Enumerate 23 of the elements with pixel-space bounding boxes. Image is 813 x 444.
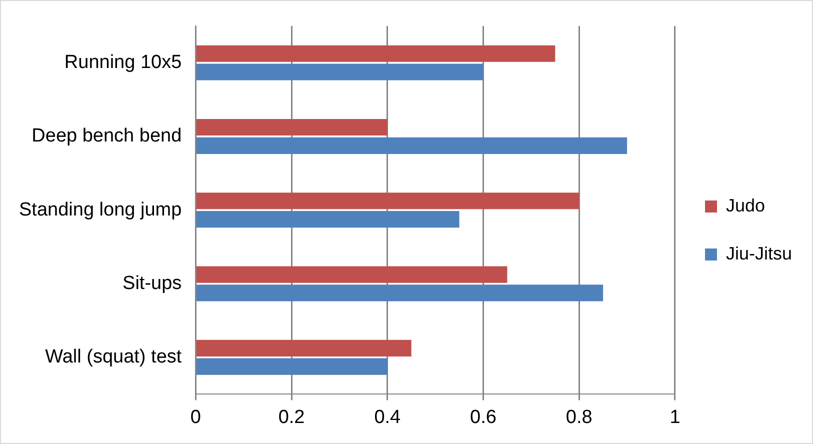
- x-tick-label: 0.4: [374, 406, 402, 428]
- bar: [196, 137, 628, 154]
- bar: [196, 192, 580, 210]
- bar: [196, 266, 508, 283]
- legend-label: Jiu-Jitsu: [726, 243, 792, 264]
- bar: [196, 45, 556, 62]
- bar: [196, 358, 388, 375]
- x-tick-label: 1: [670, 406, 680, 428]
- y-tick-label: Deep bench bend: [32, 126, 182, 147]
- bar: [196, 64, 484, 80]
- legend-label: Judo: [726, 195, 766, 216]
- x-tick-label: 0.8: [566, 406, 592, 428]
- y-tick-label: Standing long jump: [18, 199, 182, 220]
- y-tick-label: Running 10x5: [64, 52, 182, 74]
- y-tick-label: Sit-ups: [122, 272, 182, 294]
- bar: [196, 340, 412, 356]
- x-tick-label: 0.2: [278, 406, 305, 428]
- bar: [196, 211, 460, 228]
- x-tick-label: 0.6: [470, 406, 496, 428]
- y-tick-label: Wall (squat) test: [45, 346, 182, 368]
- bar: [196, 284, 604, 302]
- bar: [196, 118, 388, 136]
- x-tick-label: 0: [190, 406, 201, 428]
